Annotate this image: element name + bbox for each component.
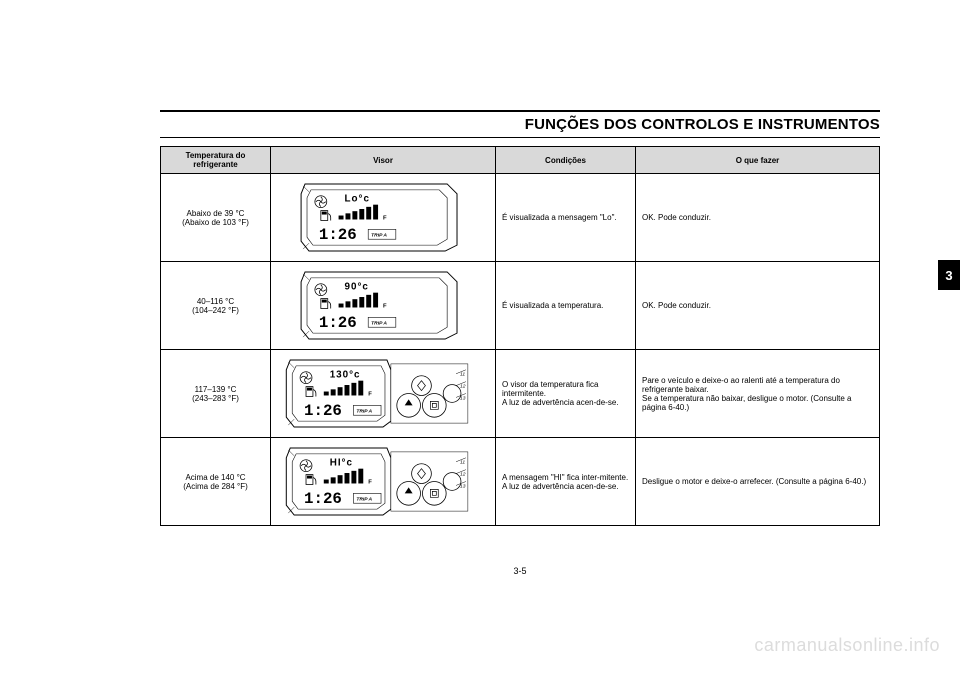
svg-text:13: 13 [460, 483, 466, 489]
cell-visor: 90°c F 1:26 TRIP A [271, 262, 496, 350]
svg-text:1:26: 1:26 [319, 314, 357, 332]
svg-text:11: 11 [460, 372, 465, 378]
page-title: FUNÇÕES DOS CONTROLOS E INSTRUMENTOS [525, 116, 880, 133]
temp-line2: (Abaixo de 103 °F) [167, 218, 264, 227]
svg-text:12: 12 [460, 384, 466, 390]
col-header-cond: Condições [496, 147, 636, 174]
svg-text:13: 13 [460, 395, 466, 401]
svg-text:HI°c: HI°c [330, 458, 353, 469]
cell-conditions: O visor da temperatura fica intermitente… [496, 350, 636, 438]
cell-action: OK. Pode conduzir. [636, 174, 880, 262]
svg-text:TRIP A: TRIP A [356, 496, 372, 502]
col-header-act: O que fazer [636, 147, 880, 174]
temp-line1: 117–139 °C [167, 385, 264, 394]
table-row: Acima de 140 °C(Acima de 284 °F) HI°c F … [161, 438, 880, 526]
cell-temp: 117–139 °C(243–283 °F) [161, 350, 271, 438]
coolant-temp-table: Temperatura do refrigerante Visor Condiç… [160, 146, 880, 526]
temp-line1: Acima de 140 °C [167, 473, 264, 482]
table-row: 117–139 °C(243–283 °F) 130°c F 1:26 TRIP… [161, 350, 880, 438]
cell-visor: 130°c F 1:26 TRIP A 11 12 13 [271, 350, 496, 438]
svg-text:TRIP A: TRIP A [371, 320, 387, 326]
chapter-tab: 3 [938, 260, 960, 290]
temp-line2: (104–242 °F) [167, 306, 264, 315]
cell-conditions: É visualizada a mensagem "Lo". [496, 174, 636, 262]
svg-text:90°c: 90°c [345, 282, 369, 293]
svg-text:12: 12 [460, 472, 466, 478]
cell-temp: Acima de 140 °C(Acima de 284 °F) [161, 438, 271, 526]
table-row: 40–116 °C(104–242 °F) 90°c F 1:26 TRIP A… [161, 262, 880, 350]
cell-visor: Lo°c F 1:26 TRIP A [271, 174, 496, 262]
cell-conditions: É visualizada a temperatura. [496, 262, 636, 350]
col-header-visor: Visor [271, 147, 496, 174]
svg-text:F: F [383, 303, 387, 309]
svg-text:1:26: 1:26 [319, 226, 357, 244]
cell-action: Pare o veículo e deixe-o ao ralenti até … [636, 350, 880, 438]
cell-visor: HI°c F 1:26 TRIP A 11 12 13 [271, 438, 496, 526]
lcd-display: HI°c F 1:26 TRIP A 11 12 13 [283, 444, 483, 519]
lcd-display: 130°c F 1:26 TRIP A 11 12 13 [283, 356, 483, 431]
svg-text:F: F [368, 391, 372, 397]
temp-line2: (Acima de 284 °F) [167, 482, 264, 491]
svg-text:1:26: 1:26 [304, 402, 342, 420]
cell-temp: 40–116 °C(104–242 °F) [161, 262, 271, 350]
svg-text:1:26: 1:26 [304, 490, 342, 508]
table-row: Abaixo de 39 °C(Abaixo de 103 °F) Lo°c F… [161, 174, 880, 262]
cell-action: OK. Pode conduzir. [636, 262, 880, 350]
svg-text:130°c: 130°c [330, 370, 361, 381]
table-header-row: Temperatura do refrigerante Visor Condiç… [161, 147, 880, 174]
col-header-temp: Temperatura do refrigerante [161, 147, 271, 174]
temp-line2: (243–283 °F) [167, 394, 264, 403]
temp-line1: Abaixo de 39 °C [167, 209, 264, 218]
watermark: carmanualsonline.info [754, 635, 940, 656]
manual-page: FUNÇÕES DOS CONTROLOS E INSTRUMENTOS Tem… [160, 110, 880, 576]
cell-temp: Abaixo de 39 °C(Abaixo de 103 °F) [161, 174, 271, 262]
temp-line1: 40–116 °C [167, 297, 264, 306]
cell-conditions: A mensagem "HI" fica inter-mitente.A luz… [496, 438, 636, 526]
lcd-display: Lo°c F 1:26 TRIP A [298, 180, 468, 255]
svg-text:Lo°c: Lo°c [345, 194, 370, 205]
page-title-wrap: FUNÇÕES DOS CONTROLOS E INSTRUMENTOS [160, 110, 880, 138]
cell-action: Desligue o motor e deixe-o arrefecer. (C… [636, 438, 880, 526]
svg-text:TRIP A: TRIP A [356, 408, 372, 414]
svg-text:TRIP A: TRIP A [371, 232, 387, 238]
lcd-display: 90°c F 1:26 TRIP A [298, 268, 468, 343]
svg-text:F: F [368, 479, 372, 485]
svg-text:11: 11 [460, 460, 465, 466]
page-number: 3-5 [160, 566, 880, 576]
svg-text:F: F [383, 215, 387, 221]
